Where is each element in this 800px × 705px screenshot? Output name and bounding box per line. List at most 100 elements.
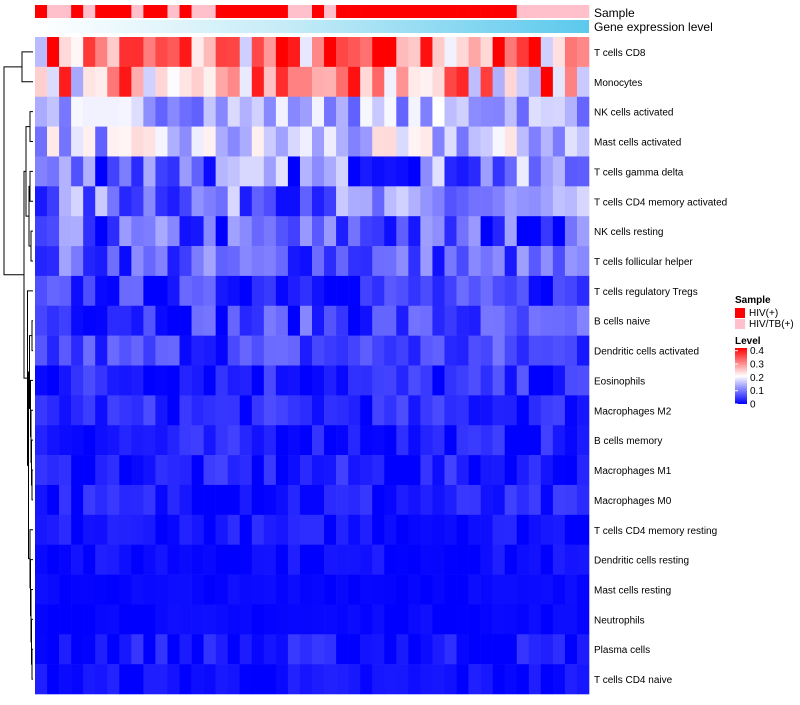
heatmap-cell <box>263 246 277 277</box>
heatmap-cell <box>324 365 337 396</box>
heatmap-cell <box>540 455 554 486</box>
heatmap-cell <box>275 455 289 486</box>
sample-annotation-cell <box>444 5 457 18</box>
heatmap-cell <box>59 275 72 307</box>
sample-annotation-cell <box>35 5 48 18</box>
heatmap-cell <box>336 156 349 187</box>
heatmap-cell <box>420 156 433 187</box>
heatmap-cell <box>155 425 168 456</box>
heatmap-cell <box>71 96 84 127</box>
heatmap-cell <box>203 37 216 68</box>
heatmap-cell <box>143 186 156 217</box>
heatmap-cell <box>324 156 337 187</box>
heatmap-cell <box>47 37 60 68</box>
heatmap-cell <box>95 484 108 516</box>
heatmap-cell <box>444 395 457 426</box>
row-label: NK cells activated <box>594 108 673 119</box>
heatmap-cell <box>95 335 108 366</box>
heatmap-cell <box>480 604 493 635</box>
heatmap-cell <box>179 664 192 695</box>
heatmap-cell <box>287 425 301 456</box>
heatmap-cell <box>336 66 349 98</box>
heatmap-cell <box>480 186 493 217</box>
row-label: T cells gamma delta <box>594 167 684 178</box>
heatmap-cell <box>432 514 445 545</box>
heatmap-cell <box>239 216 253 247</box>
heatmap-cell <box>480 305 493 336</box>
heatmap-cell <box>456 246 469 277</box>
heatmap-cell <box>564 37 578 68</box>
heatmap-cell <box>287 275 301 307</box>
heatmap-cell <box>263 275 277 307</box>
heatmap-cell <box>396 305 409 336</box>
heatmap-cell <box>432 425 445 456</box>
heatmap-cell <box>287 544 301 575</box>
sample-annotation-cell <box>384 5 397 18</box>
heatmap-cell <box>251 66 265 98</box>
sample-annotation-cell <box>324 5 337 18</box>
heatmap-cell <box>47 514 60 545</box>
heatmap-cell <box>107 126 120 157</box>
heatmap-cell <box>71 634 84 665</box>
heatmap-cell <box>312 335 325 366</box>
heatmap-cell <box>348 574 361 605</box>
heatmap-cell <box>287 96 301 127</box>
heatmap-cell <box>456 37 469 68</box>
heatmap-cell <box>131 156 144 187</box>
dendrogram-branch <box>30 230 33 262</box>
heatmap-cell <box>408 484 421 516</box>
heatmap-cell <box>191 96 204 127</box>
heatmap-cell <box>324 186 337 217</box>
heatmap-cell <box>492 484 505 516</box>
sample-annotation-cell <box>167 5 180 18</box>
heatmap-cell <box>468 305 481 336</box>
heatmap-cell <box>119 544 132 575</box>
heatmap-cell <box>540 634 554 665</box>
heatmap-cell <box>95 275 108 307</box>
heatmap-cell <box>95 186 108 217</box>
legend-tick-label: 0.3 <box>750 360 764 371</box>
row-label: Plasma cells <box>594 645 650 656</box>
heatmap-cell <box>564 275 578 307</box>
heatmap-cell <box>191 425 204 456</box>
heatmap-cell <box>215 37 228 68</box>
heatmap-cell <box>119 275 132 307</box>
heatmap-cell <box>384 246 397 277</box>
heatmap-cell <box>47 455 60 486</box>
heatmap-cell <box>468 484 481 516</box>
heatmap-cell <box>131 634 144 665</box>
heatmap-cell <box>504 425 518 456</box>
heatmap-cell <box>384 664 397 695</box>
heatmap-cell <box>564 664 578 695</box>
heatmap-cell <box>564 216 578 247</box>
heatmap-cell <box>360 455 373 486</box>
heatmap-cell <box>444 186 457 217</box>
heatmap-cell <box>263 604 277 635</box>
heatmap-cell <box>239 664 253 695</box>
heatmap-cell <box>432 574 445 605</box>
heatmap-cell <box>71 66 84 98</box>
heatmap-cell <box>372 186 385 217</box>
heatmap-cell <box>191 574 204 605</box>
heatmap-cell <box>324 484 337 516</box>
heatmap-cell <box>492 604 505 635</box>
heatmap-cell <box>71 574 84 605</box>
heatmap-cell <box>456 96 469 127</box>
heatmap-cell <box>384 544 397 575</box>
heatmap-cell <box>47 186 60 217</box>
heatmap-cell <box>191 604 204 635</box>
sample-annotation-cell <box>59 5 72 18</box>
heatmap-cell <box>47 395 60 426</box>
heatmap-cell <box>336 96 349 127</box>
heatmap-cell <box>408 275 421 307</box>
heatmap-cell <box>107 275 120 307</box>
heatmap-cell <box>360 634 373 665</box>
heatmap-cell <box>131 37 144 68</box>
heatmap-cell <box>71 275 84 307</box>
heatmap-cell <box>107 246 120 277</box>
sample-annotation-cell <box>107 5 120 18</box>
heatmap-cell <box>552 305 566 336</box>
heatmap-cell <box>324 634 337 665</box>
heatmap-cell <box>143 604 156 635</box>
